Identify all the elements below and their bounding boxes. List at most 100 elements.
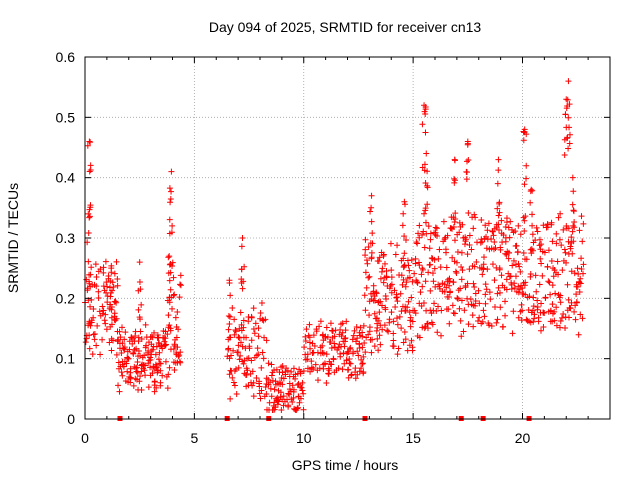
data-point: [419, 164, 426, 171]
data-point: [431, 256, 438, 263]
data-point: [433, 225, 440, 232]
data-point: [408, 337, 415, 344]
data-point: [553, 230, 560, 237]
data-point: [92, 261, 99, 268]
data-point: [89, 351, 96, 358]
data-point: [285, 403, 292, 410]
data-point: [472, 214, 479, 221]
data-point: [127, 379, 134, 386]
data-point: [425, 269, 432, 276]
data-point: [326, 367, 333, 374]
data-point: [243, 334, 250, 341]
data-point: [157, 360, 164, 367]
data-point: [325, 370, 332, 377]
data-point: [253, 352, 260, 359]
data-point: [225, 346, 232, 353]
data-point: [474, 239, 481, 246]
data-point: [393, 294, 400, 301]
data-point: [170, 274, 177, 281]
data-point: [290, 365, 297, 372]
data-point: [352, 375, 359, 382]
data-point: [394, 242, 401, 249]
data-point: [91, 336, 98, 343]
data-point: [250, 326, 257, 333]
data-point: [86, 271, 93, 278]
data-point: [367, 208, 374, 215]
y-tick-label: 0.5: [56, 109, 76, 125]
data-point: [162, 358, 169, 365]
data-point: [356, 345, 363, 352]
data-point: [523, 175, 530, 182]
data-point: [505, 224, 512, 231]
data-point: [362, 307, 369, 314]
data-point: [162, 335, 169, 342]
data-point: [418, 303, 425, 310]
data-point: [565, 78, 572, 85]
data-point: [383, 274, 390, 281]
data-point: [138, 387, 145, 394]
data-point: [580, 261, 587, 268]
data-point: [515, 222, 522, 229]
data-point: [91, 330, 98, 337]
data-point: [165, 312, 172, 319]
x-tick-label: 20: [515, 430, 531, 446]
data-point: [114, 276, 121, 283]
data-point: [248, 337, 255, 344]
data-point: [167, 199, 174, 206]
data-point: [546, 279, 553, 286]
data-point: [473, 259, 480, 266]
data-point: [390, 337, 397, 344]
data-point: [348, 372, 355, 379]
data-point: [289, 382, 296, 389]
data-point: [115, 382, 122, 389]
data-point: [85, 210, 92, 217]
data-point: [368, 349, 375, 356]
data-point: [471, 211, 478, 218]
data-point: [483, 286, 490, 293]
data-point: [424, 168, 431, 175]
data-point: [565, 145, 572, 152]
data-point: [406, 309, 413, 316]
data-point: [391, 287, 398, 294]
data-point: [464, 280, 471, 287]
data-point: [118, 369, 125, 376]
data-point: [135, 306, 142, 313]
data-point: [569, 228, 576, 235]
data-point: [523, 256, 530, 263]
data-point: [166, 216, 173, 223]
data-point: [175, 326, 182, 333]
data-point: [394, 298, 401, 305]
data-point: [385, 328, 392, 335]
data-point: [310, 332, 317, 339]
data-point: [107, 289, 114, 296]
data-point: [454, 248, 461, 255]
data-point: [416, 234, 423, 241]
data-point: [495, 227, 502, 234]
data-point: [122, 329, 129, 336]
data-point: [492, 303, 498, 310]
data-point: [405, 298, 412, 305]
data-point: [538, 260, 545, 267]
data-point: [431, 300, 438, 307]
data-point: [489, 228, 496, 235]
data-point: [373, 327, 380, 334]
data-point: [328, 344, 335, 351]
data-point: [531, 311, 538, 318]
data-point: [171, 341, 178, 348]
data-point: [463, 169, 470, 176]
data-point: [540, 222, 547, 229]
data-point: [113, 315, 120, 322]
data-point: [446, 278, 453, 285]
data-point: [255, 333, 262, 340]
data-point: [341, 360, 348, 367]
data-point: [246, 345, 253, 352]
data-point: [435, 255, 442, 262]
y-tick-label: 0: [67, 411, 75, 427]
data-point: [99, 336, 106, 343]
data-point: [540, 323, 547, 330]
data-point: [479, 238, 486, 245]
data-point: [159, 372, 166, 379]
data-point: [151, 378, 158, 385]
data-point: [451, 310, 458, 317]
data-point: [411, 270, 418, 277]
